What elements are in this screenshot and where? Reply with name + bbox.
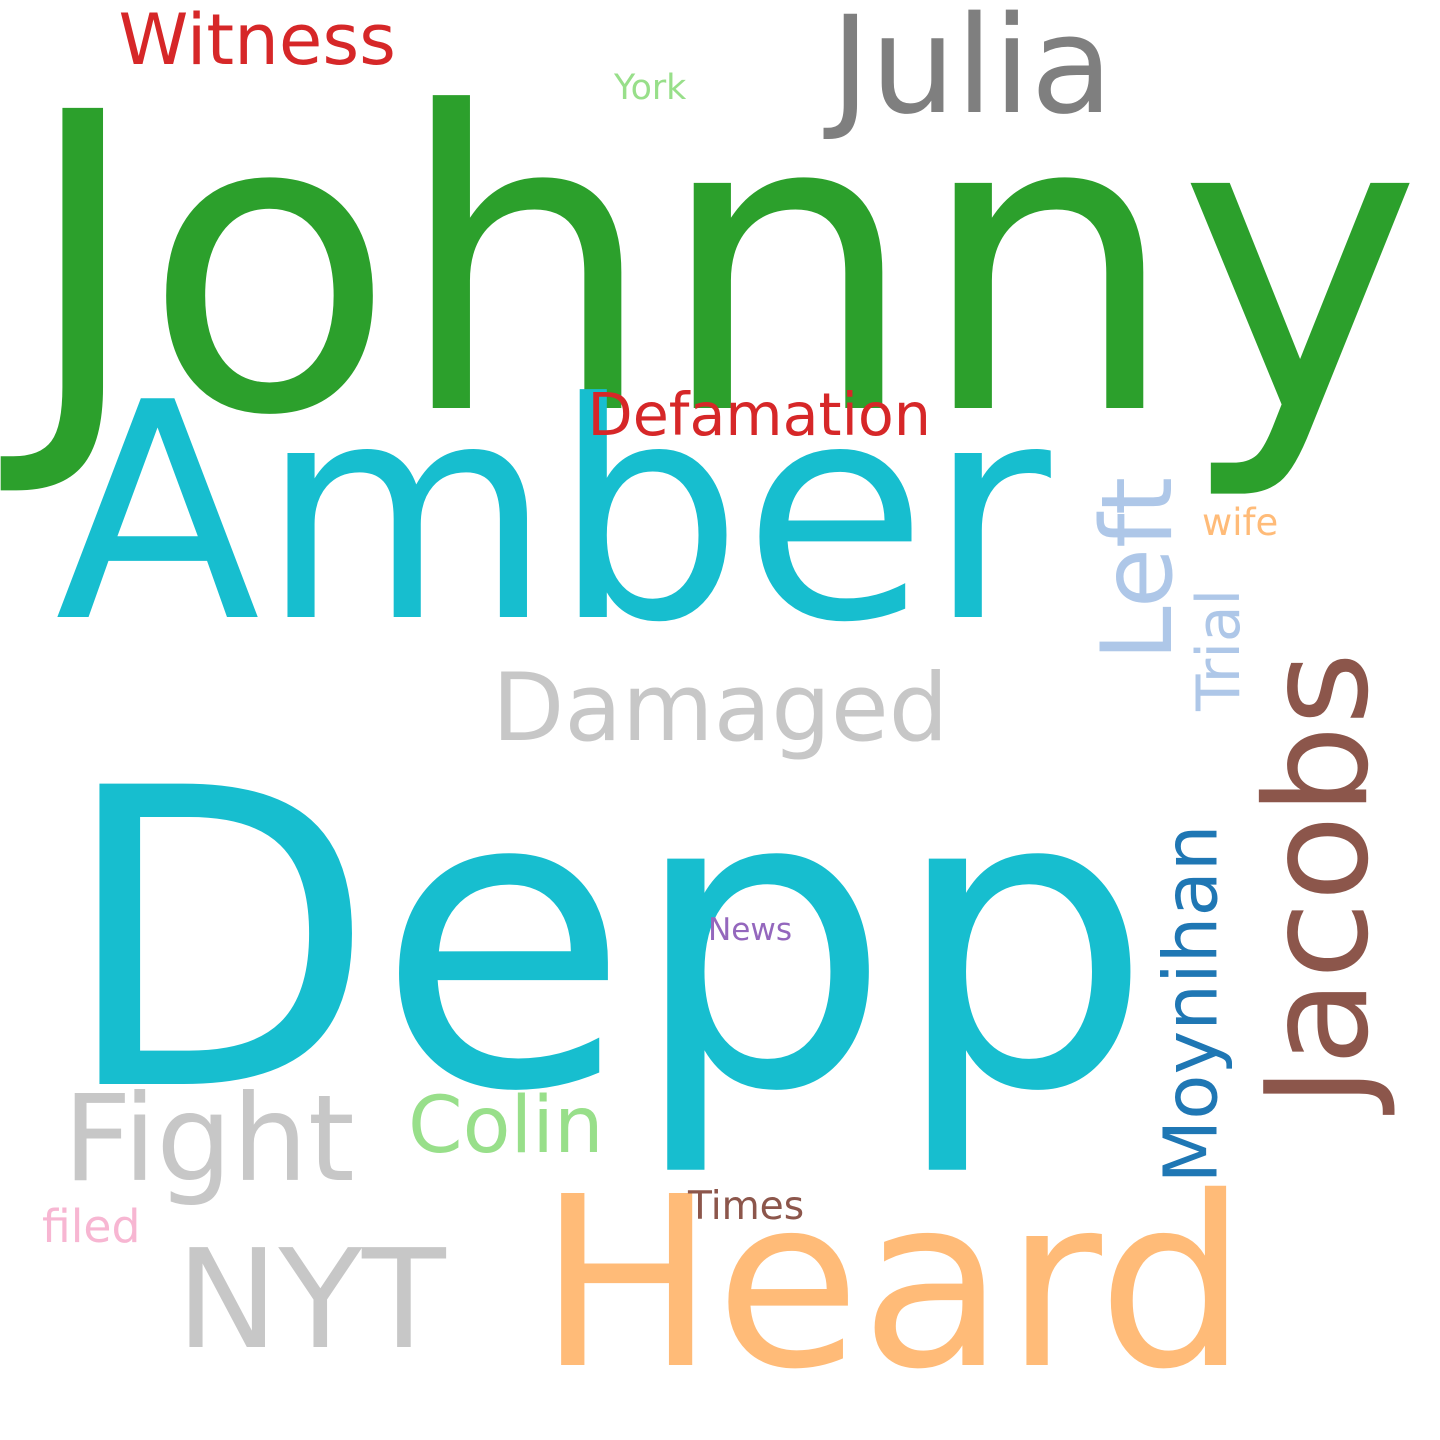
word-colin: Colin bbox=[408, 1080, 604, 1171]
word-times: Times bbox=[688, 1183, 805, 1229]
word-amber: Amber bbox=[55, 339, 1051, 688]
word-nyt: NYT bbox=[176, 1220, 446, 1380]
word-news: News bbox=[708, 911, 793, 948]
word-defamation: Defamation bbox=[587, 380, 931, 449]
word-julia: Julia bbox=[830, 0, 1114, 144]
word-jacobs: Jacobs bbox=[1236, 651, 1401, 1107]
word-left: Left bbox=[1081, 476, 1196, 661]
word-heard: Heard bbox=[538, 1145, 1248, 1421]
word-damaged: Damaged bbox=[492, 654, 949, 763]
word-filed: filed bbox=[42, 1200, 141, 1253]
word-depp: Depp bbox=[59, 703, 1153, 1182]
word-johnny: Johnny bbox=[22, 27, 1422, 506]
word-york: York bbox=[614, 67, 687, 108]
word-moynihan: Moynihan bbox=[1148, 824, 1235, 1184]
word-wife: wife bbox=[1202, 500, 1279, 544]
word-fight: Fight bbox=[63, 1070, 355, 1209]
word-witness: Witness bbox=[118, 0, 396, 81]
